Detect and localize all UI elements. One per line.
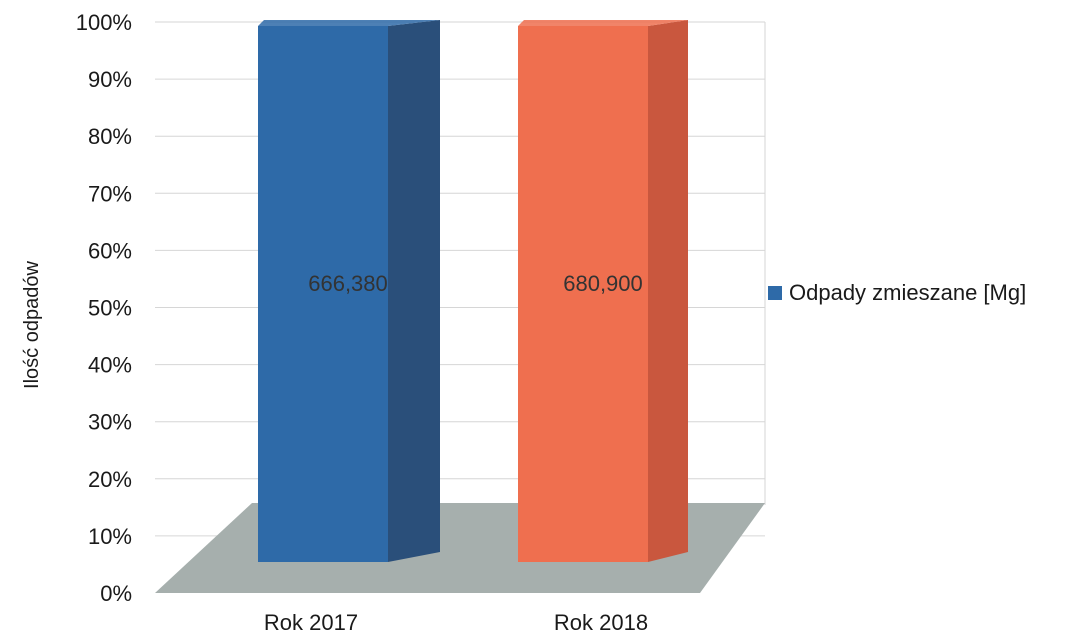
y-tick-label: 60% <box>88 238 132 263</box>
y-tick-label: 0% <box>100 581 132 606</box>
bar-top <box>258 20 440 26</box>
y-tick-label: 90% <box>88 67 132 92</box>
y-tick-label: 20% <box>88 467 132 492</box>
bars: 666,380 680,900 <box>258 20 688 562</box>
bar <box>258 26 388 562</box>
y-tick-label: 100% <box>76 10 132 35</box>
y-tick-label: 70% <box>88 181 132 206</box>
y-tick-label: 10% <box>88 524 132 549</box>
y-tick-label: 50% <box>88 296 132 321</box>
bar <box>518 26 648 562</box>
y-axis-ticks: 0% 10% 20% 30% 40% 50% 60% 70% 80% 90% 100% <box>76 10 132 606</box>
data-label: 680,900 <box>563 271 643 296</box>
legend-swatch <box>768 286 782 300</box>
bar-top <box>518 20 688 26</box>
bar-side <box>648 20 688 562</box>
y-tick-label: 80% <box>88 124 132 149</box>
x-tick-label: Rok 2018 <box>554 610 648 635</box>
y-tick-label: 40% <box>88 353 132 378</box>
x-tick-label: Rok 2017 <box>264 610 358 635</box>
data-label: 666,380 <box>308 271 388 296</box>
y-axis-title: Ilość odpadów <box>21 261 43 389</box>
legend-label: Odpady zmieszane [Mg] <box>789 280 1027 305</box>
legend: Odpady zmieszane [Mg] <box>768 280 1026 306</box>
x-axis-ticks: Rok 2017 Rok 2018 <box>264 610 648 635</box>
bar-side <box>388 20 440 562</box>
y-tick-label: 30% <box>88 410 132 435</box>
